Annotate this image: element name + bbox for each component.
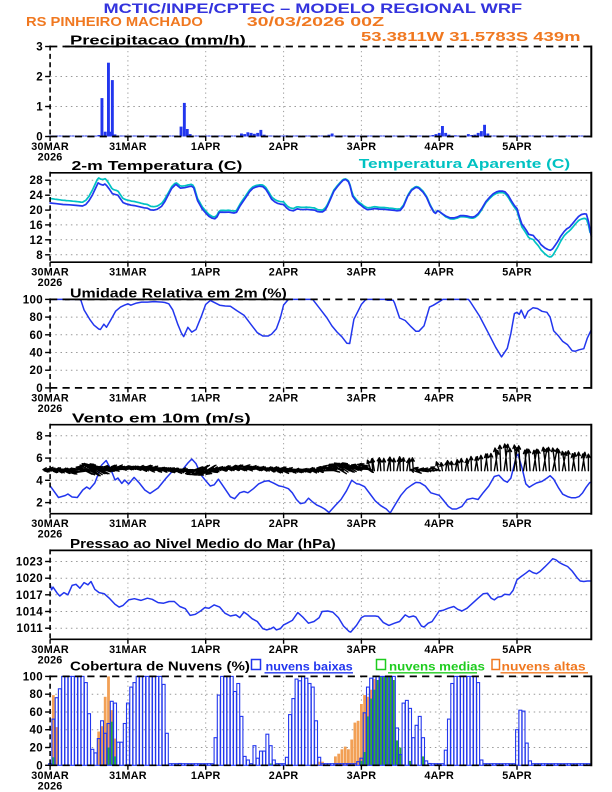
svg-text:nuvens baixas: nuvens baixas <box>266 660 353 674</box>
svg-text:5APR: 5APR <box>502 518 532 530</box>
svg-text:2: 2 <box>36 72 43 84</box>
svg-text:2APR: 2APR <box>269 267 299 279</box>
svg-text:2026: 2026 <box>38 780 63 792</box>
svg-text:Pressao ao Nivel Medio do Mar: Pressao ao Nivel Medio do Mar (hPa) <box>70 536 336 551</box>
svg-text:31MAR: 31MAR <box>109 392 147 404</box>
svg-text:1020: 1020 <box>16 573 43 585</box>
svg-text:20: 20 <box>30 365 44 377</box>
svg-text:3APR: 3APR <box>347 392 377 404</box>
svg-text:1APR: 1APR <box>191 141 221 153</box>
svg-text:1APR: 1APR <box>191 518 221 530</box>
svg-text:30MAR: 30MAR <box>31 141 69 153</box>
svg-text:2-m Temperatura (C): 2-m Temperatura (C) <box>72 159 243 173</box>
svg-text:5APR: 5APR <box>502 141 532 153</box>
svg-text:Cobertura de Nuvens (%): Cobertura de Nuvens (%) <box>70 659 250 674</box>
svg-text:1APR: 1APR <box>191 770 221 782</box>
svg-text:30MAR: 30MAR <box>31 644 69 656</box>
svg-text:4APR: 4APR <box>424 518 454 530</box>
svg-text:5APR: 5APR <box>502 392 532 404</box>
svg-text:28: 28 <box>30 175 44 187</box>
svg-text:1: 1 <box>36 102 43 114</box>
svg-text:20: 20 <box>30 743 44 755</box>
svg-text:RS PINHEIRO MACHADO: RS PINHEIRO MACHADO <box>26 15 203 29</box>
svg-text:53.3811W 31.5783S 439m: 53.3811W 31.5783S 439m <box>361 30 580 44</box>
svg-text:100: 100 <box>23 294 43 306</box>
svg-text:8: 8 <box>36 431 43 443</box>
svg-text:5APR: 5APR <box>502 770 532 782</box>
svg-text:1023: 1023 <box>16 557 43 569</box>
svg-text:1011: 1011 <box>17 623 44 635</box>
svg-text:2APR: 2APR <box>269 141 299 153</box>
svg-text:4APR: 4APR <box>424 392 454 404</box>
svg-text:20: 20 <box>30 205 44 217</box>
svg-text:nuvens medias: nuvens medias <box>389 659 485 673</box>
svg-text:8: 8 <box>36 250 43 262</box>
svg-text:40: 40 <box>30 348 44 360</box>
svg-text:nuvens altas: nuvens altas <box>502 659 586 673</box>
svg-text:1APR: 1APR <box>191 392 221 404</box>
svg-text:Precipitacao (mm/h): Precipitacao (mm/h) <box>70 34 246 48</box>
svg-text:1014: 1014 <box>16 607 43 619</box>
svg-text:2026: 2026 <box>38 277 63 289</box>
svg-text:30MAR: 30MAR <box>31 518 69 530</box>
svg-text:4APR: 4APR <box>424 644 454 656</box>
svg-text:60: 60 <box>30 707 44 719</box>
svg-text:30/03/2026 00Z: 30/03/2026 00Z <box>247 15 384 29</box>
svg-text:12: 12 <box>30 235 44 247</box>
svg-text:31MAR: 31MAR <box>109 770 147 782</box>
svg-text:2026: 2026 <box>38 529 63 541</box>
svg-text:3APR: 3APR <box>347 141 377 153</box>
svg-text:30MAR: 30MAR <box>31 267 69 279</box>
svg-text:0: 0 <box>36 383 43 395</box>
svg-text:30MAR: 30MAR <box>31 392 69 404</box>
svg-text:100: 100 <box>23 671 43 683</box>
svg-text:6: 6 <box>36 453 43 465</box>
svg-text:30MAR: 30MAR <box>31 770 69 782</box>
svg-text:24: 24 <box>30 190 44 202</box>
svg-text:Umidade Relativa em 2m (%): Umidade Relativa em 2m (%) <box>70 287 287 301</box>
svg-text:1APR: 1APR <box>191 267 221 279</box>
svg-text:4APR: 4APR <box>424 141 454 153</box>
svg-text:2026: 2026 <box>38 654 63 666</box>
svg-text:1017: 1017 <box>16 590 43 602</box>
svg-text:2026: 2026 <box>38 403 63 415</box>
svg-text:4: 4 <box>36 475 43 487</box>
svg-text:2: 2 <box>36 498 43 510</box>
svg-text:Vento em 10m (m/s): Vento em 10m (m/s) <box>72 411 251 425</box>
svg-text:2APR: 2APR <box>269 518 299 530</box>
svg-text:31MAR: 31MAR <box>109 141 147 153</box>
svg-text:Temperatura Aparente (C): Temperatura Aparente (C) <box>359 157 570 171</box>
svg-text:60: 60 <box>30 330 44 342</box>
svg-text:0: 0 <box>36 760 43 772</box>
svg-text:3APR: 3APR <box>347 518 377 530</box>
svg-text:80: 80 <box>30 689 44 701</box>
svg-text:1APR: 1APR <box>191 644 221 656</box>
svg-text:3APR: 3APR <box>347 644 377 656</box>
svg-text:2APR: 2APR <box>269 392 299 404</box>
svg-text:5APR: 5APR <box>502 267 532 279</box>
svg-text:31MAR: 31MAR <box>109 267 147 279</box>
svg-text:2026: 2026 <box>38 152 63 164</box>
svg-text:4APR: 4APR <box>424 267 454 279</box>
svg-text:16: 16 <box>30 220 44 232</box>
svg-text:MCTIC/INPE/CPTEC – MODELO REGI: MCTIC/INPE/CPTEC – MODELO REGIONAL WRF <box>104 2 523 16</box>
svg-text:31MAR: 31MAR <box>109 644 147 656</box>
svg-text:80: 80 <box>30 312 44 324</box>
svg-text:4APR: 4APR <box>424 770 454 782</box>
svg-text:2APR: 2APR <box>269 770 299 782</box>
svg-text:31MAR: 31MAR <box>109 518 147 530</box>
svg-text:3APR: 3APR <box>347 770 377 782</box>
svg-text:3: 3 <box>36 42 43 54</box>
svg-text:40: 40 <box>30 725 44 737</box>
svg-text:3APR: 3APR <box>347 267 377 279</box>
svg-text:0: 0 <box>36 132 43 144</box>
svg-text:2APR: 2APR <box>269 644 299 656</box>
svg-text:5APR: 5APR <box>502 644 532 656</box>
